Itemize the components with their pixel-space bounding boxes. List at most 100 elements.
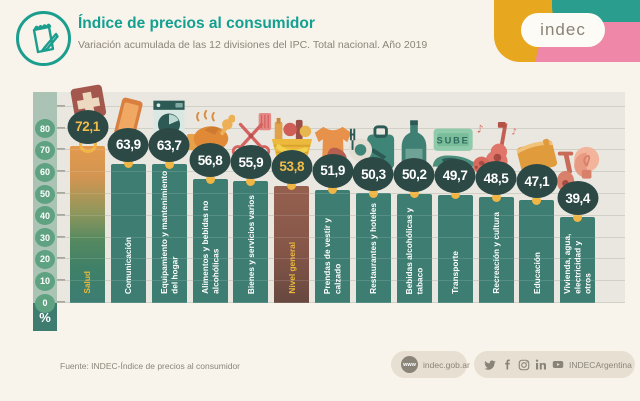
gridline-overlay xyxy=(57,105,625,107)
social-label: INDECArgentina xyxy=(569,359,632,370)
page-subtitle: Variación acumulada de las 12 divisiones… xyxy=(78,39,428,51)
youtube-icon[interactable] xyxy=(552,359,564,371)
indec-logo: indec xyxy=(494,0,640,62)
bar-marker-bienes-y-servicios-varios xyxy=(246,176,256,186)
twitter-icon[interactable] xyxy=(484,359,496,371)
bar-prendas-de-vestir-y-calzado: Prendas de vestir y calzado xyxy=(315,189,351,303)
chart-column-salud: Salud 72,1 xyxy=(67,84,108,303)
axis-tick-mark xyxy=(57,257,65,260)
svg-text:♪: ♪ xyxy=(511,128,517,138)
bar-marker-recreacion-y-cultura xyxy=(491,192,501,202)
chart-column-vivienda-agua-electricidad-y-otros: Vivienda, agua, electricidad y otros 39,4 xyxy=(556,92,599,303)
bar-label-comunicacion: Comunicación xyxy=(123,236,134,294)
bar-label-salud: Salud xyxy=(82,271,93,294)
source-note: Fuente: INDEC-Índice de precios al consu… xyxy=(60,361,240,371)
logo-wordmark: indec xyxy=(521,13,605,47)
bar-bienes-y-servicios-varios: Bienes y servicios varios xyxy=(233,181,269,303)
gridline-90 xyxy=(57,105,625,107)
y-tick-30: 30 xyxy=(35,228,55,248)
axis-tick-mark xyxy=(57,235,65,238)
y-tick-40: 40 xyxy=(35,206,55,226)
bar-recreacion-y-cultura: Recreación y cultura xyxy=(478,197,514,303)
bar-label-bienes-y-servicios-varios: Bienes y servicios varios xyxy=(245,194,256,294)
bar-label-wrap: Prendas de vestir y calzado xyxy=(315,194,350,294)
bar-label-prendas-de-vestir-y-calzado: Prendas de vestir y calzado xyxy=(322,217,343,294)
instagram-icon[interactable] xyxy=(518,359,530,371)
bar-value-recreacion-y-cultura: 48,5 xyxy=(475,161,517,196)
bar-bebidas-alcoholicas-y-tabaco: Bebidas alcohólicas y tabaco xyxy=(396,193,432,303)
chart-column-alimentos-y-bebidas-no-alcoholicas: Alimentos y bebidas no alcohólicas 56,8 xyxy=(187,92,236,303)
bar-value-comunicacion: 63,9 xyxy=(107,127,149,162)
gridline-overlay xyxy=(57,258,625,260)
linkedin-icon[interactable] xyxy=(535,359,547,371)
chart-column-equipamiento-y-mantenimiento-del-hogar: Equipamiento y mantenimiento del hogar 63… xyxy=(148,92,190,303)
bar-nivel-general: Nivel general xyxy=(274,185,310,303)
axis-tick-mark xyxy=(57,192,65,194)
page-title: Índice de precios al consumidor xyxy=(78,15,315,32)
bar-marker-educacion xyxy=(532,195,542,205)
axis-tick-mark xyxy=(57,104,65,107)
bar-marker-prendas-de-vestir-y-calzado xyxy=(328,185,338,195)
y-tick-60: 60 xyxy=(35,162,55,182)
bar-marker-equipamiento-y-mantenimiento-del-hogar xyxy=(164,159,174,169)
bar-label-wrap: Comunicación xyxy=(111,168,146,294)
bar-transporte: Transporte xyxy=(437,194,473,303)
y-tick-10: 10 xyxy=(35,271,55,291)
bar-label-wrap: Equipamiento y mantenimiento del hogar xyxy=(152,168,187,294)
bar-value-restaurantes-y-hoteles: 50,3 xyxy=(352,157,394,192)
bar-value-alimentos-y-bebidas-no-alcoholicas: 56,8 xyxy=(189,143,231,178)
bar-salud: Salud xyxy=(70,145,105,303)
y-tick-0: 0 xyxy=(35,293,55,313)
axis-tick-mark xyxy=(57,148,65,151)
bar-educacion: Educación xyxy=(519,200,555,303)
gridline-overlay xyxy=(57,302,625,303)
bar-label-wrap: Bienes y servicios varios xyxy=(233,185,268,294)
notepad-pencil-icon xyxy=(16,11,71,66)
bar-label-equipamiento-y-mantenimiento-del-hogar: Equipamiento y mantenimiento del hogar xyxy=(158,170,180,294)
axis-tick-mark xyxy=(57,301,65,303)
chart-column-recreacion-y-cultura: Recreación y cultura ♪ ♪ 48,5 xyxy=(472,92,517,303)
axis-tick-mark xyxy=(57,279,65,282)
chart-column-comunicacion: Comunicación 63,9 xyxy=(107,92,149,303)
bar-comunicacion: Comunicación xyxy=(110,163,146,303)
axis-tick-mark xyxy=(57,126,65,129)
bar-marker-nivel-general xyxy=(287,181,297,191)
plot-area: Salud 72,1 Comunicación 63,9 Equipamiento y … xyxy=(57,84,625,303)
social-badge[interactable]: INDECArgentina xyxy=(474,351,635,378)
bar-value-salud: 72,1 xyxy=(67,109,108,144)
y-tick-20: 20 xyxy=(35,249,55,269)
bar-marker-comunicacion xyxy=(123,159,133,169)
svg-text:♪: ♪ xyxy=(477,124,484,136)
bar-alimentos-y-bebidas-no-alcoholicas: Alimentos y bebidas no alcohólicas xyxy=(192,179,228,303)
bar-label-recreacion-y-cultura: Recreación y cultura xyxy=(490,212,501,294)
chart-column-educacion: Educación 47,1 xyxy=(516,92,558,303)
facebook-icon[interactable] xyxy=(501,359,513,371)
gridline-overlay xyxy=(57,236,625,238)
bar-label-alimentos-y-bebidas-no-alcoholicas: Alimentos y bebidas no alcohólicas xyxy=(199,200,221,294)
axis-tick-mark xyxy=(57,213,65,216)
website-badge[interactable]: www indec.gob.ar xyxy=(391,351,470,378)
bar-marker-transporte xyxy=(450,190,460,200)
y-tick-70: 70 xyxy=(35,140,55,160)
bar-value-nivel-general: 53,8 xyxy=(271,149,313,184)
bar-marker-vivienda-agua-electricidad-y-otros xyxy=(573,212,583,222)
bar-value-transporte: 49,7 xyxy=(434,158,476,193)
www-icon: www xyxy=(401,356,418,373)
bar-value-bebidas-alcoholicas-y-tabaco: 50,2 xyxy=(393,157,435,192)
bar-value-prendas-de-vestir-y-calzado: 51,9 xyxy=(312,153,354,188)
chart-column-prendas-de-vestir-y-calzado: Prendas de vestir y calzado 51,9 xyxy=(312,92,354,303)
y-tick-80: 80 xyxy=(35,119,55,139)
bar-value-educacion: 47,1 xyxy=(516,164,558,199)
bar-vivienda-agua-electricidad-y-otros: Vivienda, agua, electricidad y otros xyxy=(560,217,596,303)
chart-column-nivel-general: Nivel general 53,8 xyxy=(271,92,313,303)
bar-label-wrap: Alimentos y bebidas no alcohólicas xyxy=(193,183,228,294)
chart-column-bienes-y-servicios-varios: Bienes y servicios varios 55,9 xyxy=(230,92,272,303)
bar-label-wrap: Nivel general xyxy=(274,190,309,294)
bar-equipamiento-y-mantenimiento-del-hogar: Equipamiento y mantenimiento del hogar xyxy=(151,164,187,303)
website-label: indec.gob.ar xyxy=(423,359,470,370)
bar-value-vivienda-agua-electricidad-y-otros: 39,4 xyxy=(557,181,599,216)
chart-column-transporte: Transporte SUBE 49,7 xyxy=(432,92,478,303)
chart-column-restaurantes-y-hoteles: Restaurantes y hoteles 50,3 xyxy=(349,92,395,303)
bar-marker-bebidas-alcoholicas-y-tabaco xyxy=(409,189,419,199)
